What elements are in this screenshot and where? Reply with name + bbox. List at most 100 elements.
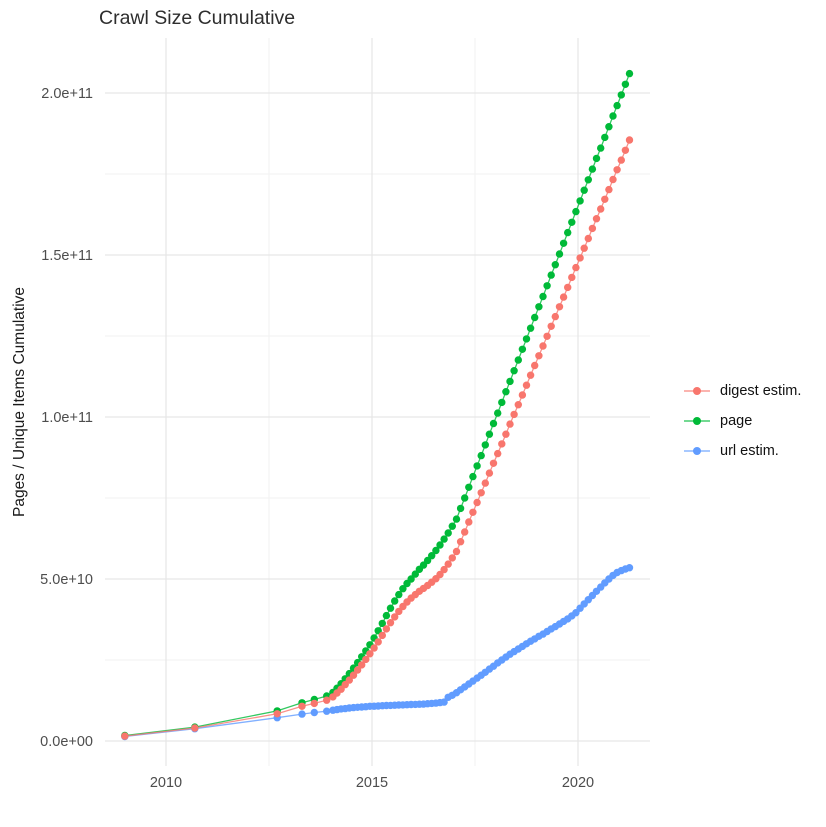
data-point-page xyxy=(514,356,522,364)
data-point-page xyxy=(432,546,440,555)
data-point-page xyxy=(559,239,568,247)
data-point-digest-estim- xyxy=(349,671,358,679)
data-point-digest-estim- xyxy=(273,710,281,718)
data-point-page xyxy=(378,619,386,628)
data-point-url-estim- xyxy=(440,698,448,706)
data-point-digest-estim- xyxy=(440,565,448,574)
data-point-page xyxy=(498,398,506,407)
legend-label-page: page xyxy=(720,413,753,429)
legend: digest estim. page url estim. xyxy=(683,376,801,466)
data-point-digest-estim- xyxy=(485,469,494,477)
data-point-digest-estim- xyxy=(559,293,568,301)
data-point-page xyxy=(526,324,535,332)
y-tick-label: 1.5e+11 xyxy=(41,248,93,264)
data-point-digest-estim- xyxy=(576,254,584,262)
data-point-page xyxy=(588,165,597,173)
x-tick-label: 2020 xyxy=(562,775,594,791)
data-point-url-estim- xyxy=(310,708,318,717)
data-point-page xyxy=(477,451,485,460)
data-point-page xyxy=(436,541,444,549)
data-point-page xyxy=(551,261,559,269)
data-point-page xyxy=(625,69,634,78)
y-tick-label: 2.0e+11 xyxy=(41,86,93,102)
data-point-page xyxy=(469,472,477,481)
data-point-digest-estim- xyxy=(310,699,318,708)
data-point-page xyxy=(617,91,625,99)
data-point-digest-estim- xyxy=(370,644,378,652)
data-point-digest-estim- xyxy=(444,560,452,568)
data-point-page xyxy=(531,313,539,322)
data-point-page xyxy=(572,207,580,216)
data-point-digest-estim- xyxy=(597,205,605,213)
x-tick-label: 2010 xyxy=(150,775,182,791)
data-point-page xyxy=(407,575,415,583)
chart-title: Crawl Size Cumulative xyxy=(99,7,296,29)
data-point-page xyxy=(539,292,547,301)
data-point-digest-estim- xyxy=(617,156,625,164)
legend-label-url-estim: url estim. xyxy=(720,443,779,459)
data-point-page xyxy=(444,529,452,537)
data-point-page xyxy=(555,250,564,258)
data-point-digest-estim- xyxy=(473,498,481,507)
data-point-page xyxy=(391,597,399,605)
data-point-digest-estim- xyxy=(601,195,609,203)
data-point-digest-estim- xyxy=(362,655,370,664)
data-point-digest-estim- xyxy=(498,440,506,448)
data-point-page xyxy=(609,112,617,120)
data-point-digest-estim- xyxy=(539,342,547,350)
data-point-page xyxy=(386,604,395,612)
legend-item-digest-estim: digest estim. xyxy=(683,376,801,406)
data-point-digest-estim- xyxy=(323,696,331,704)
data-point-digest-estim- xyxy=(621,146,630,154)
y-tick-label: 0.0e+00 xyxy=(40,734,93,750)
series-line-url-estim- xyxy=(124,567,630,738)
data-point-digest-estim- xyxy=(592,215,601,223)
data-point-page xyxy=(601,133,609,142)
data-point-page xyxy=(399,585,407,593)
data-point-digest-estim- xyxy=(588,224,597,233)
data-point-page xyxy=(428,552,436,560)
data-point-digest-estim- xyxy=(378,631,386,640)
data-point-digest-estim- xyxy=(121,732,129,740)
data-point-digest-estim- xyxy=(584,234,592,243)
data-point-page xyxy=(465,483,473,491)
data-point-digest-estim- xyxy=(605,185,613,194)
data-point-digest-estim- xyxy=(358,661,366,669)
data-point-digest-estim- xyxy=(391,613,399,621)
data-point-page xyxy=(535,303,543,311)
data-point-page xyxy=(461,494,469,502)
legend-item-page: page xyxy=(683,406,801,436)
data-point-digest-estim- xyxy=(465,518,473,526)
data-point-page xyxy=(382,611,391,620)
data-point-digest-estim- xyxy=(564,283,572,292)
x-tick-label: 2015 xyxy=(356,775,388,791)
data-point-digest-estim- xyxy=(613,166,621,174)
data-point-digest-estim- xyxy=(526,371,535,379)
data-point-digest-estim- xyxy=(469,508,477,516)
data-point-page xyxy=(448,522,456,530)
data-point-page xyxy=(494,409,502,417)
data-point-digest-estim- xyxy=(374,638,382,646)
y-tick-label: 1.0e+11 xyxy=(41,410,93,426)
data-point-page xyxy=(502,388,510,396)
data-point-digest-estim- xyxy=(395,607,403,616)
data-point-page xyxy=(411,570,419,578)
data-point-page xyxy=(547,271,555,279)
data-point-digest-estim- xyxy=(448,554,456,562)
data-point-digest-estim- xyxy=(625,136,634,144)
data-point-page xyxy=(543,282,551,290)
data-point-page xyxy=(452,515,461,523)
data-point-page xyxy=(518,345,527,353)
data-point-digest-estim- xyxy=(555,303,564,311)
data-point-digest-estim- xyxy=(531,361,539,370)
data-point-digest-estim- xyxy=(518,391,527,399)
data-point-digest-estim- xyxy=(551,312,559,321)
legend-key-page-icon xyxy=(684,417,710,425)
data-point-page xyxy=(485,430,494,438)
data-point-digest-estim- xyxy=(452,547,461,556)
data-point-digest-estim- xyxy=(353,666,362,674)
data-point-url-estim- xyxy=(323,707,331,715)
data-point-page xyxy=(584,176,592,184)
data-point-page xyxy=(522,335,531,343)
